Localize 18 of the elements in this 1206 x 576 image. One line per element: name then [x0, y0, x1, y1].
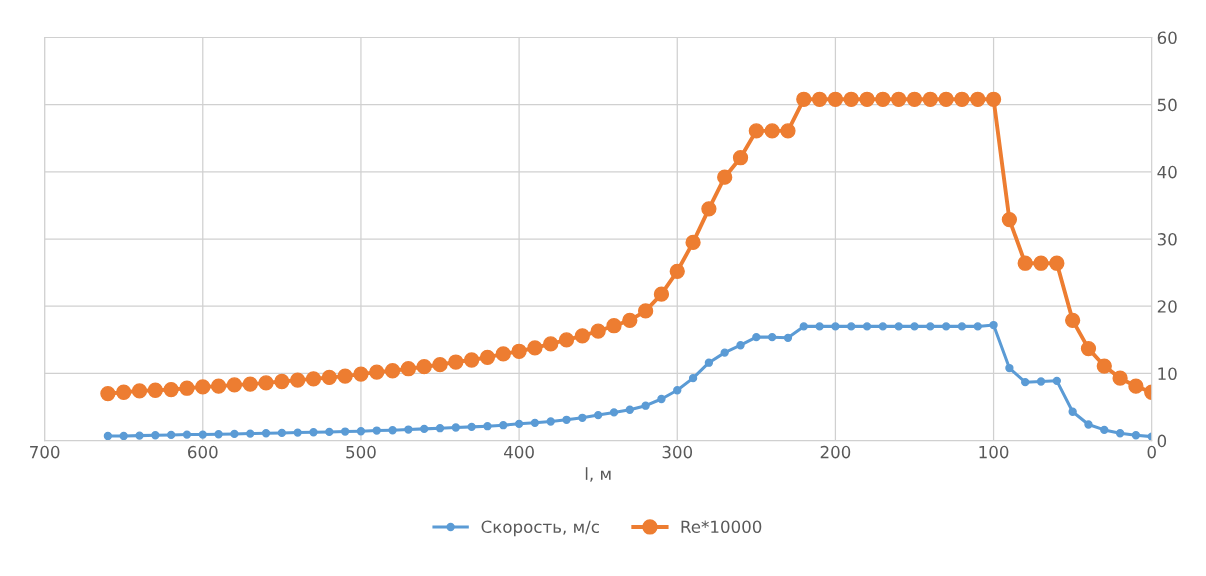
x-axis-title: l, м: [585, 467, 611, 482]
y-tick-label: 40: [1157, 165, 1177, 179]
x-tick-label: 700: [30, 445, 60, 459]
y-tick-label: 0: [1157, 434, 1167, 448]
y-tick-label: 10: [1158, 367, 1177, 381]
x-tick-label: 400: [504, 445, 534, 459]
x-tick-label: 500: [346, 445, 376, 459]
y-tick-label: 60: [1157, 31, 1177, 45]
x-tick-label: 100: [979, 445, 1009, 459]
legend-label: Re*10000: [681, 520, 762, 534]
x-tick-label: 600: [188, 445, 218, 459]
y-tick-label: 20: [1157, 300, 1177, 313]
legend-label: Скорость, м/с: [481, 520, 599, 537]
x-tick-label: 300: [662, 445, 693, 459]
x-tick-label: 200: [820, 445, 851, 459]
y-tick-label: 50: [1157, 98, 1177, 112]
y-tick-label: 30: [1157, 233, 1177, 246]
x-tick-label: 0: [1147, 445, 1156, 459]
